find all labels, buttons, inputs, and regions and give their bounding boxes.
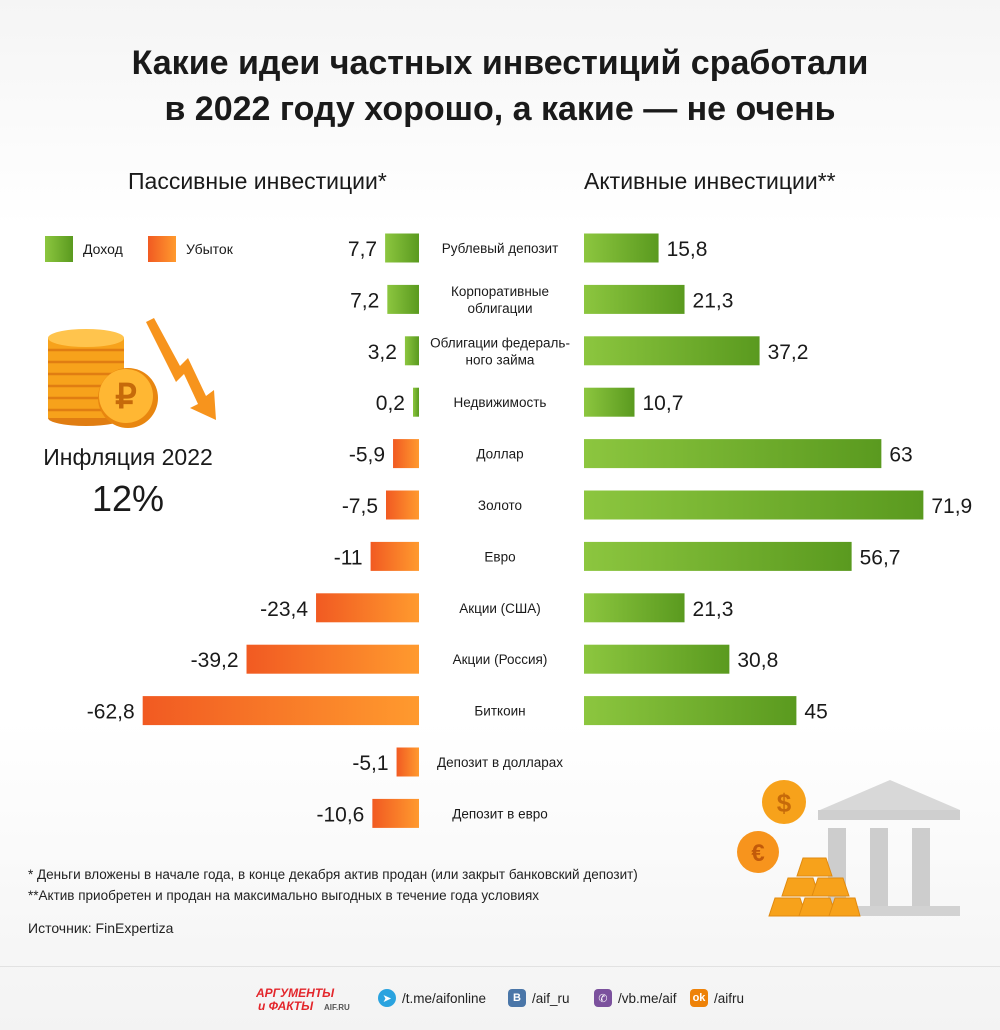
passive-value-label-row-4: 0,2 <box>376 392 405 415</box>
passive-value-label-row-7: -11 <box>334 546 363 569</box>
legend-loss-label: Убыток <box>186 241 233 257</box>
passive-bar-row-11 <box>396 747 419 777</box>
page-title: Какие идеи частных инвестиций сработали … <box>0 40 1000 132</box>
social-ok-text: /aifru <box>714 990 745 1006</box>
passive-bar-row-9 <box>246 644 419 674</box>
passive-bar-row-8 <box>316 593 419 623</box>
viber-icon: ✆ <box>594 989 612 1007</box>
svg-text:$: $ <box>777 788 792 818</box>
category-label-row-1: Рублевый депозит <box>442 241 559 256</box>
logo-suffix: AIF.RU <box>324 1003 350 1012</box>
legend-loss: Убыток <box>148 236 233 262</box>
active-bar-row-6 <box>584 490 924 520</box>
logo-line-2: и ФАКТЫ <box>258 999 314 1012</box>
category-label-row-3-line-1: Облигации федераль- <box>430 335 570 350</box>
passive-bar-row-3 <box>404 336 419 366</box>
footnote-active: **Актив приобретен и продан на максималь… <box>28 888 540 903</box>
ruble-coins-icon: ₽ <box>48 329 158 428</box>
active-bar-row-9 <box>584 644 730 674</box>
odnoklassniki-icon: ok <box>690 989 708 1007</box>
passive-bar-row-7 <box>370 541 419 571</box>
social-telegram-link[interactable]: ➤ /t.me/aifonline <box>378 989 486 1007</box>
footer-divider <box>0 966 1000 967</box>
passive-bar-row-10 <box>142 696 419 726</box>
active-value-label-row-5: 63 <box>889 444 912 467</box>
active-bar-row-5 <box>584 439 882 469</box>
title-line-2: в 2022 году хорошо, а какие — не очень <box>164 90 836 128</box>
footnote-passive: * Деньги вложены в начале года, в конце … <box>28 867 638 882</box>
social-vk-link[interactable]: B /aif_ru <box>508 989 570 1007</box>
svg-text:₽: ₽ <box>115 378 137 416</box>
legend-income-label: Доход <box>83 241 123 257</box>
inflation-label: Инфляция 2022 <box>43 444 213 470</box>
active-value-label-row-8: 21,3 <box>693 598 734 621</box>
title-line-1: Какие идеи частных инвестиций сработали <box>131 44 869 82</box>
passive-bar-row-5 <box>393 439 419 469</box>
active-value-label-row-6: 71,9 <box>931 495 972 518</box>
active-bar-row-7 <box>584 541 852 571</box>
passive-value-label-row-8: -23,4 <box>260 598 308 621</box>
passive-bar-row-12 <box>372 798 419 828</box>
active-bar-row-3 <box>584 336 760 366</box>
active-value-label-row-3: 37,2 <box>768 341 809 364</box>
category-label-row-7: Евро <box>484 549 515 564</box>
category-label-row-2-line-1: Корпоративные <box>451 284 549 299</box>
passive-value-label-row-11: -5,1 <box>352 752 388 775</box>
active-value-label-row-1: 15,8 <box>667 238 708 261</box>
category-label-row-11: Депозит в долларах <box>437 755 563 770</box>
category-label-row-10: Биткоин <box>474 704 525 719</box>
legend-loss-swatch <box>148 236 176 262</box>
active-value-label-row-7: 56,7 <box>860 546 901 569</box>
social-ok-link[interactable]: ok /aifru <box>690 989 744 1007</box>
passive-value-label-row-5: -5,9 <box>349 444 385 467</box>
active-bar-row-10 <box>584 696 797 726</box>
legend-income-swatch <box>45 236 73 262</box>
active-bar-row-8 <box>584 593 685 623</box>
vk-icon: B <box>508 989 526 1007</box>
category-label-row-8: Акции (США) <box>459 601 541 616</box>
legend-income: Доход <box>45 236 123 262</box>
passive-bar-row-4 <box>413 387 419 417</box>
passive-bar-row-6 <box>386 490 419 520</box>
logo-line-1: АРГУМЕНТЫ <box>256 986 335 1000</box>
svg-text:€: € <box>751 840 764 867</box>
inflation-value: 12% <box>91 478 165 519</box>
active-investments-heading: Активные инвестиции** <box>584 168 836 194</box>
category-label-row-4: Недвижимость <box>454 395 547 410</box>
active-value-label-row-9: 30,8 <box>737 649 778 672</box>
active-value-label-row-2: 21,3 <box>693 289 734 312</box>
social-viber-text: /vb.me/aif <box>618 990 677 1006</box>
category-label-row-12: Депозит в евро <box>452 806 548 821</box>
passive-value-label-row-3: 3,2 <box>368 341 397 364</box>
source-note: Источник: FinExpertiza <box>28 920 174 936</box>
bank-gold-icon: $ € <box>737 780 960 917</box>
passive-value-label-row-6: -7,5 <box>342 495 378 518</box>
passive-value-label-row-2: 7,2 <box>350 289 379 312</box>
social-telegram-text: /t.me/aifonline <box>402 990 487 1006</box>
active-bar-row-2 <box>584 284 685 314</box>
category-label-row-6: Золото <box>478 498 522 513</box>
passive-value-label-row-10: -62,8 <box>87 701 135 724</box>
category-label-row-5: Доллар <box>476 447 523 462</box>
active-bar-row-1 <box>584 233 659 263</box>
passive-investments-heading: Пассивные инвестиции* <box>128 168 387 194</box>
falling-arrow-icon <box>146 318 216 420</box>
passive-value-label-row-9: -39,2 <box>191 649 239 672</box>
passive-value-label-row-1: 7,7 <box>348 238 377 261</box>
investment-returns-chart: 7,7 15,8 Рублевый депозит 7,2 21,3 Корпоратив… <box>87 233 972 828</box>
aif-logo[interactable]: АРГУМЕНТЫ и ФАКТЫ AIF.RU <box>256 986 360 1012</box>
active-bar-row-4 <box>584 387 635 417</box>
passive-value-label-row-12: -10,6 <box>316 803 364 826</box>
category-label-row-9: Акции (Россия) <box>453 652 548 667</box>
category-label-row-2-line-2: облигации <box>467 301 532 316</box>
passive-bar-row-2 <box>387 284 419 314</box>
active-value-label-row-10: 45 <box>804 701 827 724</box>
category-label-row-3-line-2: ного займа <box>466 352 535 367</box>
social-vk-text: /aif_ru <box>532 990 570 1006</box>
passive-bar-row-1 <box>385 233 419 263</box>
telegram-icon: ➤ <box>378 989 396 1007</box>
active-value-label-row-4: 10,7 <box>643 392 684 415</box>
social-viber-link[interactable]: ✆ /vb.me/aif <box>594 989 677 1007</box>
